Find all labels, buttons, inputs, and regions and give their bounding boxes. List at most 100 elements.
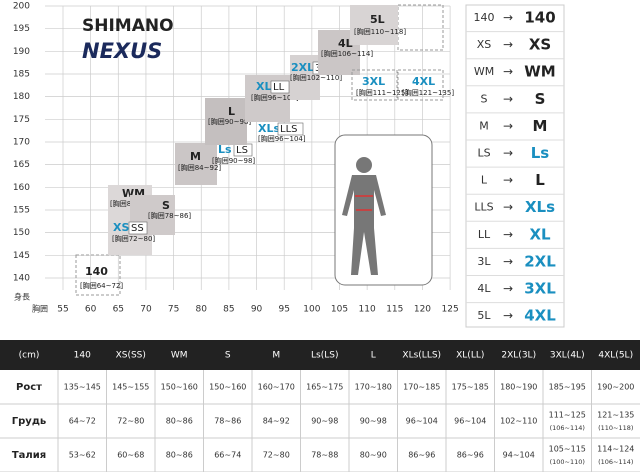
table-cell: 102~110 (500, 417, 537, 426)
table-cell: 170~185 (403, 383, 440, 392)
arrow: → (503, 309, 513, 323)
size-alt: LS (236, 145, 248, 156)
size-chest: [胸囲72~80] (112, 234, 155, 243)
to-size: M (533, 117, 548, 135)
size-name: 140 (85, 265, 108, 278)
y-tick-label: 175 (13, 115, 30, 125)
size-box (175, 143, 217, 185)
row-label: Талия (12, 450, 46, 461)
header-cell: S (225, 351, 231, 361)
from-size: LL (478, 228, 491, 241)
y-tick-label: 165 (13, 160, 30, 170)
x-tick-label: 120 (414, 305, 431, 315)
table-cell: 160~170 (258, 383, 295, 392)
size-name: XL (256, 80, 272, 93)
y-tick-label: 145 (13, 251, 30, 261)
size-chest: [胸囲64~72] (80, 281, 123, 290)
from-size: 4L (477, 282, 491, 295)
from-size: 5L (477, 309, 491, 322)
x-tick-label: 55 (57, 305, 68, 315)
brand-logo: SHIMANO (82, 16, 174, 36)
table-cell: 90~98 (360, 417, 387, 426)
table-cell: 96~104 (454, 417, 486, 426)
size-chest: [胸囲78~86] (148, 211, 191, 220)
header-cell: 2XL(3L) (501, 351, 536, 361)
size-name: 4L (338, 37, 353, 50)
size-name: 3XL (362, 75, 385, 88)
table-cell: 135~145 (64, 383, 101, 392)
y-tick-label: 150 (13, 228, 30, 238)
table-cell: 150~160 (209, 383, 246, 392)
arrow: → (503, 65, 513, 79)
alt-box (128, 221, 148, 235)
from-size: L (481, 174, 488, 187)
arrow: → (503, 119, 513, 133)
y-tick-label: 155 (13, 205, 30, 215)
header-cell: 140 (74, 351, 91, 361)
x-tick-label: 75 (168, 305, 179, 315)
arrow: → (503, 173, 513, 187)
table-cell: 78~86 (214, 417, 241, 426)
x-tick-label: 115 (386, 305, 403, 315)
header-cell: XLs(LLS) (402, 351, 441, 361)
x-tick-label: 60 (85, 305, 97, 315)
size-chest: [胸囲102~110] (290, 73, 342, 82)
y-tick-label: 180 (13, 92, 30, 102)
size-alt: LL (273, 82, 285, 93)
size-box (350, 5, 398, 45)
header-cell: (cm) (19, 351, 40, 361)
table-cell: 72~80 (263, 451, 290, 460)
to-size: XS (529, 36, 551, 54)
x-tick-label: 110 (359, 305, 376, 315)
size-chest: [胸囲121~135] (402, 88, 454, 97)
header-cell: XL(LL) (456, 351, 484, 361)
arrow: → (503, 11, 513, 25)
to-size: L (535, 171, 545, 189)
size-box (397, 69, 444, 101)
x-tick-label: 95 (278, 305, 289, 315)
size-alt: LLS (280, 124, 298, 135)
table-cell: 66~74 (214, 451, 241, 460)
table-cell: 121~135 (597, 411, 634, 420)
header-cell: XS(SS) (116, 351, 146, 361)
table-cell: 86~96 (408, 451, 435, 460)
table-cell: 150~160 (161, 383, 198, 392)
size-chest: [胸囲106~114] (321, 49, 373, 58)
x-tick-label: 125 (442, 305, 459, 315)
header-cell: M (272, 351, 280, 361)
table-cell: 114~124 (597, 445, 634, 454)
arrow: → (503, 200, 513, 214)
size-name: 2XL (291, 61, 314, 74)
x-axis-label: 胸囲 (32, 304, 48, 314)
size-chest: [胸囲96~104] (258, 134, 306, 143)
figure-silhouette (342, 157, 386, 275)
header-cell: L (371, 351, 376, 361)
y-tick-label: 170 (13, 137, 30, 147)
table-cell: 145~155 (112, 383, 149, 392)
size-name: Ls (218, 143, 232, 156)
from-size: LLS (474, 201, 493, 214)
y-axis-label: 身長 (14, 292, 30, 302)
size-name: XS (113, 221, 129, 234)
row-label: Грудь (12, 416, 46, 427)
to-size: XL (529, 225, 551, 243)
to-size: S (535, 90, 546, 108)
from-size: XS (477, 38, 492, 51)
arrow: → (503, 38, 513, 52)
size-alt: SS (131, 223, 144, 234)
to-size: XLs (525, 198, 555, 216)
from-size: 3L (477, 255, 491, 268)
product-logo: NEXUS (82, 39, 162, 63)
size-name: L (228, 105, 235, 118)
table-cell: 185~195 (549, 383, 586, 392)
header-cell: 4XL(5L) (598, 351, 633, 361)
to-size: 140 (524, 9, 555, 27)
size-chest: [胸囲111~125] (356, 88, 408, 97)
from-size: WM (474, 65, 494, 78)
table-cell: 80~90 (360, 451, 387, 460)
size-name: 5L (370, 13, 385, 26)
table-cell: 84~92 (263, 417, 290, 426)
table-cell: 190~200 (597, 383, 634, 392)
from-size: S (481, 92, 488, 105)
